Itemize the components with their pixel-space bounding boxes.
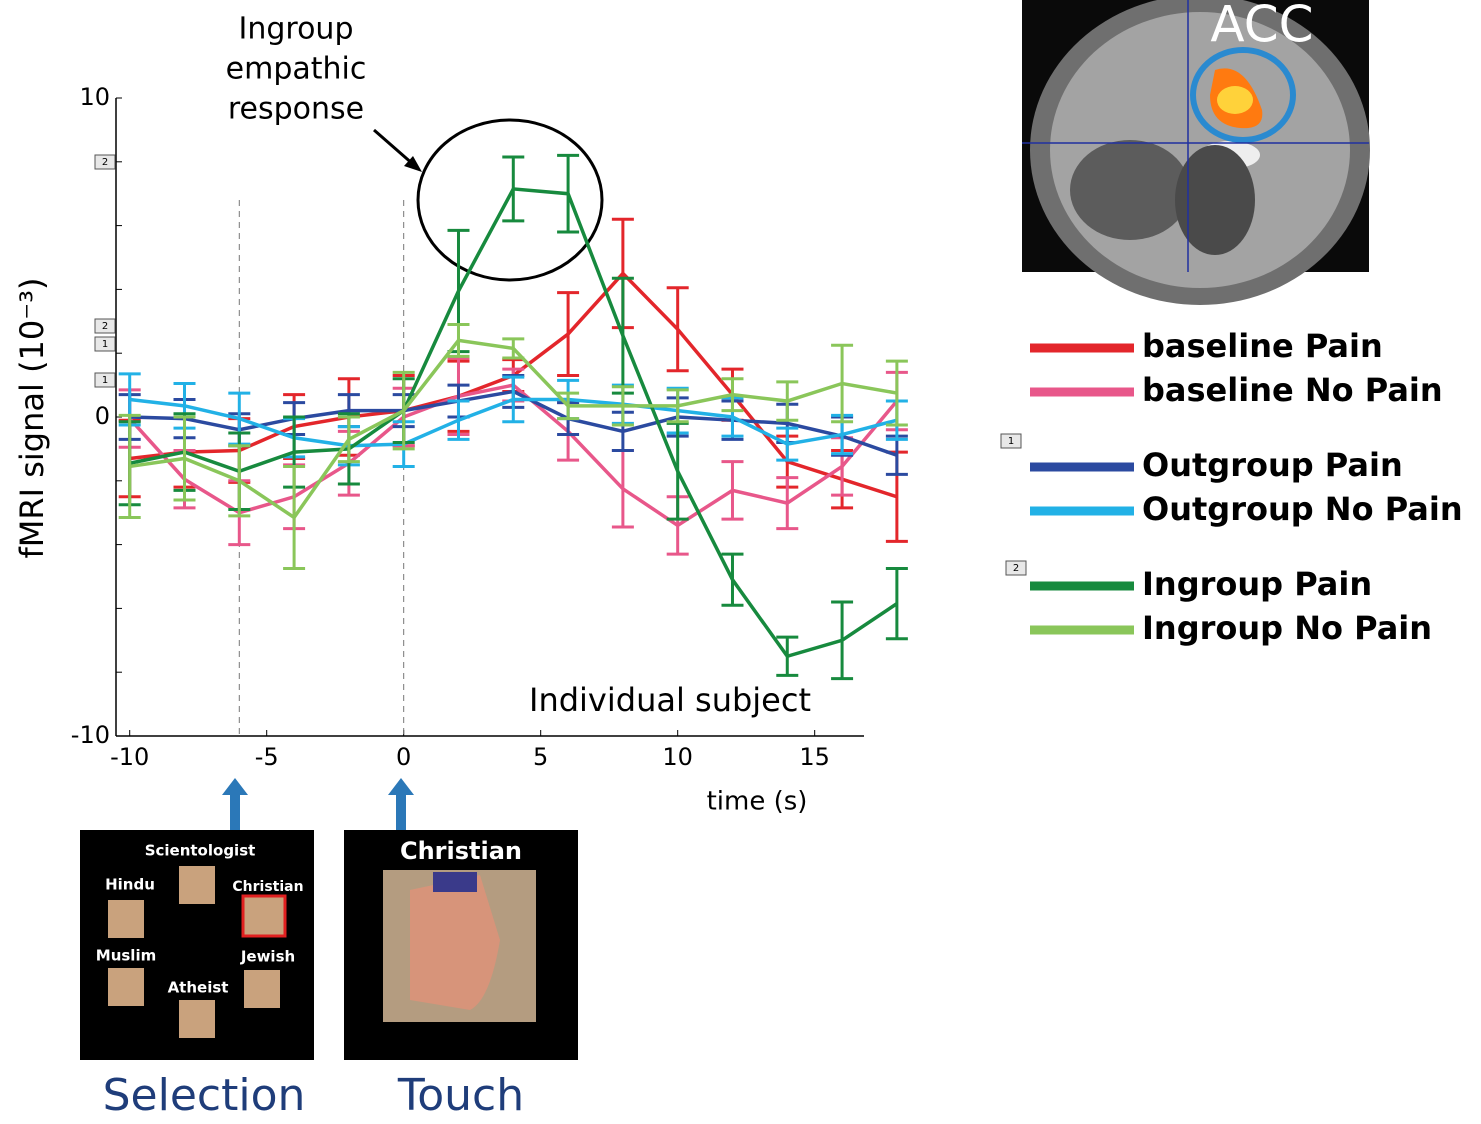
- legend-label: baseline Pain: [1142, 327, 1383, 365]
- legend-label: Ingroup Pain: [1142, 565, 1372, 603]
- marker-box: [94, 336, 116, 352]
- x-tick-label: 5: [533, 743, 548, 771]
- x-tick-label: 15: [799, 743, 830, 771]
- marker-label: 2: [102, 321, 108, 332]
- selection-item: Scientologist: [145, 842, 256, 860]
- selection-item: Muslim: [96, 947, 156, 965]
- y-tick-label: -10: [71, 721, 110, 749]
- legend-label: Ingroup No Pain: [1142, 609, 1432, 647]
- marker-box: [94, 318, 116, 334]
- x-axis-label: time (s): [707, 787, 808, 817]
- subtitle: Individual subject: [529, 681, 811, 719]
- brain-label: ACC: [1210, 0, 1313, 54]
- marker-label: 1: [102, 375, 108, 386]
- selection-item: Atheist: [168, 979, 229, 997]
- legend-marker-box: [1000, 433, 1022, 449]
- highlight-circle: [416, 118, 604, 282]
- marker-label: 2: [102, 157, 108, 168]
- x-tick-label: 10: [662, 743, 693, 771]
- selection-item: Christian: [232, 879, 303, 895]
- selection-item: Hindu: [105, 876, 155, 894]
- x-tick-label: -5: [255, 743, 279, 771]
- x-tick-label: -10: [110, 743, 149, 771]
- series-line: [129, 187, 898, 659]
- y-tick-label: 0: [95, 402, 110, 430]
- annotation: empathic: [226, 52, 367, 87]
- marker-box: [94, 372, 116, 388]
- selection-item: Jewish: [240, 948, 295, 966]
- legend-marker-label: 1: [1008, 436, 1014, 447]
- arrows: [222, 778, 414, 830]
- error-bar: [885, 434, 908, 476]
- series-line: [129, 338, 898, 520]
- touch-item: Christian: [400, 837, 522, 865]
- y-axis-label: fMRI signal (10⁻³): [13, 278, 51, 559]
- selection-panel: Scientologist Hindu Christian Muslim Jew…: [80, 830, 314, 1060]
- panel-title: Touch: [397, 1070, 524, 1120]
- annotation: response: [228, 92, 364, 127]
- annotation-arrowhead: [404, 156, 422, 172]
- touch-panel: Christian: [344, 830, 578, 1060]
- legend-marker-box: [1005, 560, 1027, 576]
- series: [118, 322, 908, 571]
- marker-label: 1: [102, 339, 108, 350]
- brain-image: ACC: [1022, 0, 1370, 305]
- y-tick-label: 10: [79, 83, 110, 111]
- legend-marker-label: 2: [1013, 563, 1019, 574]
- legend-label: Outgroup Pain: [1142, 446, 1403, 484]
- legend-label: baseline No Pain: [1142, 371, 1443, 409]
- panel-title: Selection: [103, 1070, 306, 1120]
- marker-box: [94, 154, 116, 170]
- x-tick-label: 0: [396, 743, 411, 771]
- annotation: Ingroup: [239, 12, 354, 47]
- legend-label: Outgroup No Pain: [1142, 490, 1463, 528]
- annotation-arrow: [373, 128, 415, 167]
- series-line: [129, 397, 898, 448]
